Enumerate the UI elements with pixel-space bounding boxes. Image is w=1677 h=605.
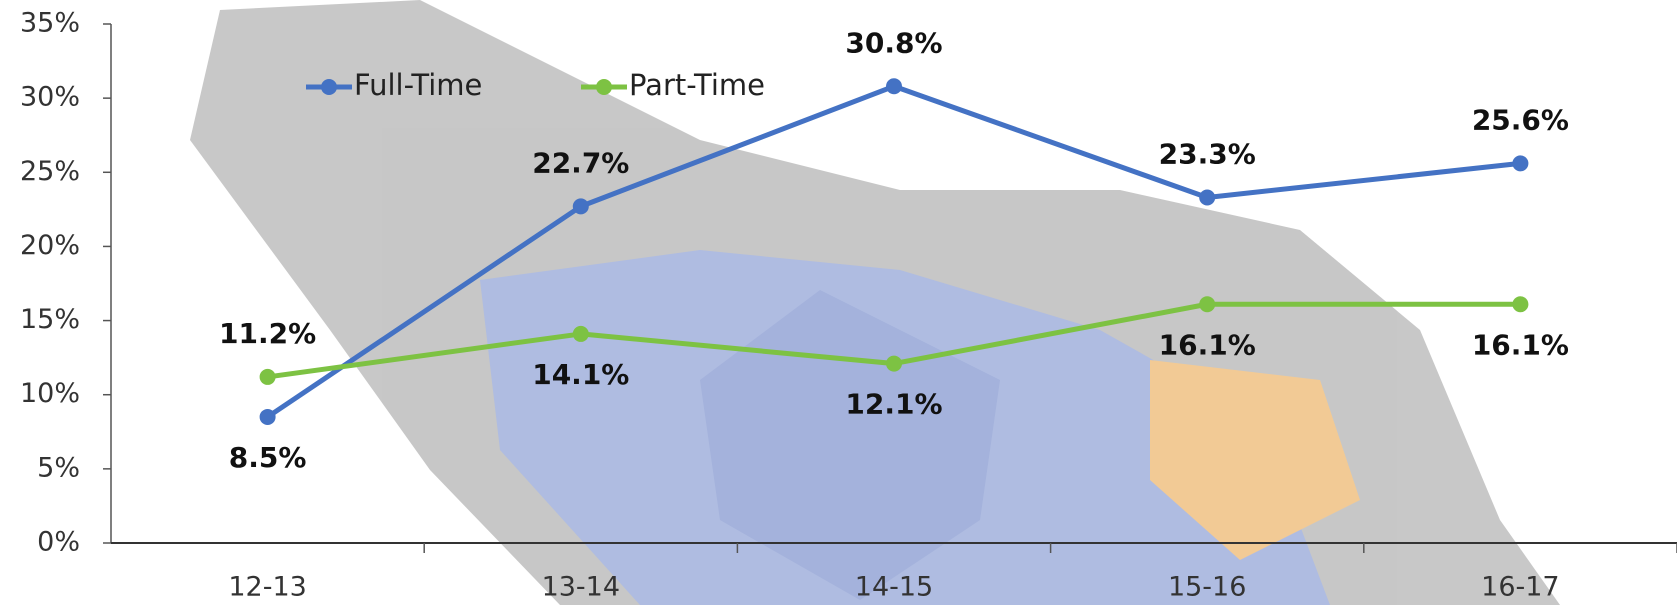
data-point [1512, 296, 1529, 313]
x-tick-label: 16-17 [1481, 572, 1559, 603]
data-label: 16.1% [1472, 328, 1569, 361]
data-point [1199, 296, 1216, 313]
data-point [886, 78, 902, 95]
data-label: 30.8% [845, 26, 942, 59]
data-label: 11.2% [219, 317, 316, 350]
data-label: 14.1% [532, 358, 629, 391]
data-label: 16.1% [1159, 328, 1256, 361]
cap-shape [700, 290, 1000, 600]
background-decoration [190, 0, 1560, 605]
data-point [572, 325, 589, 342]
y-tick-label: 20% [20, 230, 80, 261]
y-tick-label: 0% [37, 527, 80, 558]
x-tick-label: 15-16 [1168, 572, 1246, 603]
data-label: 23.3% [1159, 137, 1256, 170]
y-tick-label: 10% [20, 378, 80, 409]
data-label: 8.5% [229, 441, 307, 474]
legend-label: Full-Time [354, 68, 482, 102]
data-point [259, 368, 276, 385]
x-tick-label: 14-15 [855, 572, 933, 603]
data-label: 22.7% [532, 146, 629, 179]
y-tick-label: 15% [20, 304, 80, 335]
data-point [259, 408, 276, 425]
data-point [1512, 155, 1529, 172]
data-point [1199, 189, 1216, 206]
data-label: 25.6% [1472, 103, 1569, 136]
data-label: 12.1% [845, 388, 942, 421]
legend-label: Part-Time [629, 68, 765, 102]
legend-marker [321, 79, 337, 95]
y-tick-label: 5% [37, 452, 80, 483]
x-tick-label: 12-13 [228, 572, 306, 603]
y-tick-label: 30% [20, 82, 80, 113]
data-point [572, 198, 589, 215]
y-tick-label: 25% [20, 156, 80, 187]
y-tick-label: 35% [20, 8, 80, 39]
data-point [886, 355, 902, 372]
legend-marker [596, 79, 612, 95]
x-tick-label: 13-14 [542, 572, 620, 603]
flowers-shape [1150, 360, 1360, 560]
